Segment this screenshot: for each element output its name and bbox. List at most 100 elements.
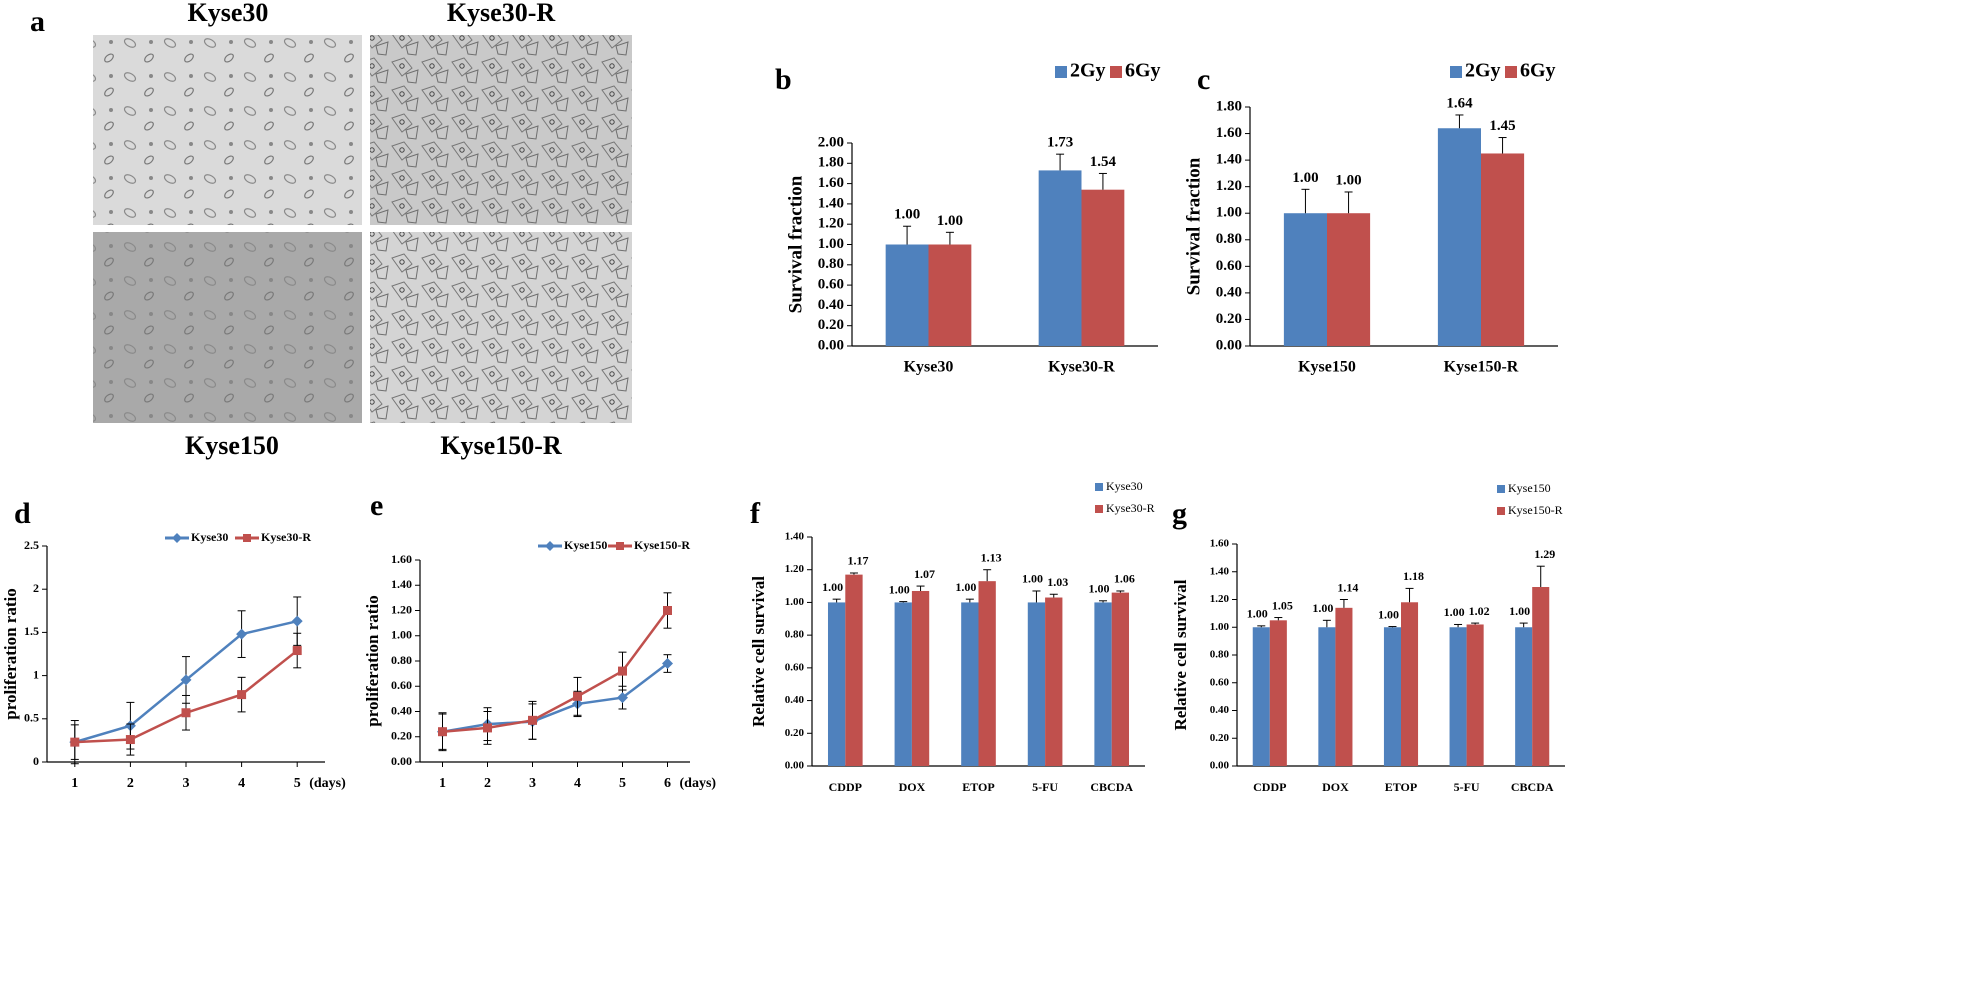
marker bbox=[237, 690, 247, 700]
x-tick-label: 2 bbox=[484, 776, 491, 791]
y-tick-label: 1.20 bbox=[818, 216, 844, 232]
bar bbox=[845, 574, 863, 766]
panel-label: a bbox=[30, 5, 45, 38]
bar bbox=[1038, 170, 1082, 346]
y-tick-label: 0.40 bbox=[818, 297, 844, 313]
y-axis-label: Survival fraction bbox=[1183, 157, 1204, 295]
value-label: 1.17 bbox=[847, 554, 868, 568]
bar bbox=[978, 581, 996, 766]
x-tick-label: DOX bbox=[1322, 780, 1349, 794]
value-label: 1.05 bbox=[1272, 598, 1293, 612]
panel-label: d bbox=[14, 497, 31, 530]
y-axis-label: Relative cell survival bbox=[749, 576, 768, 727]
micrograph-cells bbox=[370, 35, 632, 225]
x-tick-label: 3 bbox=[529, 776, 536, 791]
bar bbox=[1094, 602, 1112, 766]
x-tick-label: CDDP bbox=[1253, 780, 1286, 794]
value-label: 1.00 bbox=[1292, 170, 1318, 186]
x-axis-label: (days) bbox=[309, 776, 346, 791]
x-axis-label: (days) bbox=[680, 776, 717, 791]
x-tick-label: 5 bbox=[619, 776, 626, 791]
value-label: 1.00 bbox=[1509, 604, 1530, 618]
legend-swatch bbox=[1450, 66, 1462, 78]
y-tick-label: 1.40 bbox=[1210, 565, 1230, 577]
legend-swatch bbox=[1497, 507, 1505, 515]
value-label: 1.18 bbox=[1403, 569, 1424, 583]
marker bbox=[292, 646, 302, 656]
y-tick-label: 1.00 bbox=[391, 628, 412, 642]
bar bbox=[1532, 587, 1550, 766]
y-tick-label: 0.80 bbox=[1216, 231, 1242, 247]
value-label: 1.13 bbox=[981, 550, 1002, 564]
y-tick-label: 0.60 bbox=[1216, 258, 1242, 274]
y-tick-label: 1.00 bbox=[818, 236, 844, 252]
y-tick-label: 0.60 bbox=[1210, 676, 1230, 688]
legend-label: 2Gy bbox=[1070, 60, 1106, 82]
y-tick-label: 0.80 bbox=[1210, 649, 1230, 661]
value-label: 1.54 bbox=[1090, 154, 1117, 170]
value-label: 1.73 bbox=[1047, 135, 1073, 151]
value-label: 1.45 bbox=[1489, 118, 1515, 134]
value-label: 1.00 bbox=[1378, 607, 1399, 621]
marker bbox=[236, 628, 248, 640]
x-tick-label: 4 bbox=[574, 776, 581, 791]
legend-swatch bbox=[1095, 483, 1103, 491]
x-tick-label: Kyse30-R bbox=[1048, 359, 1115, 376]
y-tick-label: 0.40 bbox=[1216, 284, 1242, 300]
legend-label: Kyse150 bbox=[564, 538, 607, 552]
legend-swatch bbox=[1055, 66, 1067, 78]
legend-label: 2Gy bbox=[1465, 60, 1501, 82]
x-tick-label: 5 bbox=[294, 776, 301, 791]
value-label: 1.64 bbox=[1446, 95, 1473, 111]
marker bbox=[618, 666, 627, 676]
x-tick-label: CDDP bbox=[829, 780, 862, 794]
value-label: 1.06 bbox=[1114, 572, 1135, 586]
y-tick-label: 1.40 bbox=[785, 531, 805, 543]
y-tick-label: 1.40 bbox=[1216, 152, 1242, 168]
y-tick-label: 0.00 bbox=[818, 337, 844, 353]
bar bbox=[1383, 627, 1401, 766]
bar bbox=[928, 244, 972, 346]
value-label: 1.00 bbox=[1089, 582, 1110, 596]
y-tick-label: 0.20 bbox=[1216, 311, 1242, 327]
y-tick-label: 0.20 bbox=[785, 727, 805, 739]
x-tick-label: CBCDA bbox=[1511, 780, 1554, 794]
series-line bbox=[442, 609, 669, 733]
value-label: 1.03 bbox=[1047, 575, 1068, 589]
legend-swatch bbox=[1497, 485, 1505, 493]
y-tick-label: 0.00 bbox=[1210, 760, 1230, 772]
y-tick-label: 2.00 bbox=[818, 134, 844, 150]
bar bbox=[911, 590, 930, 766]
y-tick-label: 0.80 bbox=[818, 256, 844, 272]
bar bbox=[1111, 592, 1130, 766]
image-label: Kyse30-R bbox=[447, 0, 556, 27]
value-label: 1.00 bbox=[1444, 605, 1465, 619]
x-tick-label: CBCDA bbox=[1090, 780, 1133, 794]
bar bbox=[1466, 624, 1484, 766]
x-tick-label: Kyse150-R bbox=[1444, 359, 1519, 376]
x-tick-label: ETOP bbox=[962, 780, 994, 794]
y-tick-label: 1.80 bbox=[818, 155, 844, 171]
bar bbox=[1045, 597, 1063, 766]
y-tick-label: 2 bbox=[33, 581, 39, 595]
x-tick-label: 1 bbox=[439, 776, 446, 791]
y-tick-label: 1.60 bbox=[1210, 538, 1230, 550]
y-tick-label: 0.80 bbox=[391, 653, 412, 667]
legend-marker bbox=[172, 533, 182, 543]
panel-label: g bbox=[1172, 497, 1187, 530]
legend-swatch bbox=[1095, 505, 1103, 513]
bar bbox=[961, 602, 979, 766]
bar bbox=[1437, 128, 1481, 346]
y-tick-label: 0.60 bbox=[818, 277, 844, 293]
bar bbox=[827, 602, 846, 766]
y-tick-label: 1.20 bbox=[1216, 178, 1242, 194]
y-tick-label: 1.60 bbox=[818, 175, 844, 191]
legend-marker bbox=[545, 541, 555, 551]
legend-label: 6Gy bbox=[1125, 60, 1161, 82]
micrograph-cells bbox=[93, 232, 362, 423]
x-tick-label: 1 bbox=[71, 776, 78, 791]
legend-swatch bbox=[1110, 66, 1122, 78]
bar bbox=[894, 602, 912, 766]
image-label: Kyse30 bbox=[188, 0, 269, 27]
